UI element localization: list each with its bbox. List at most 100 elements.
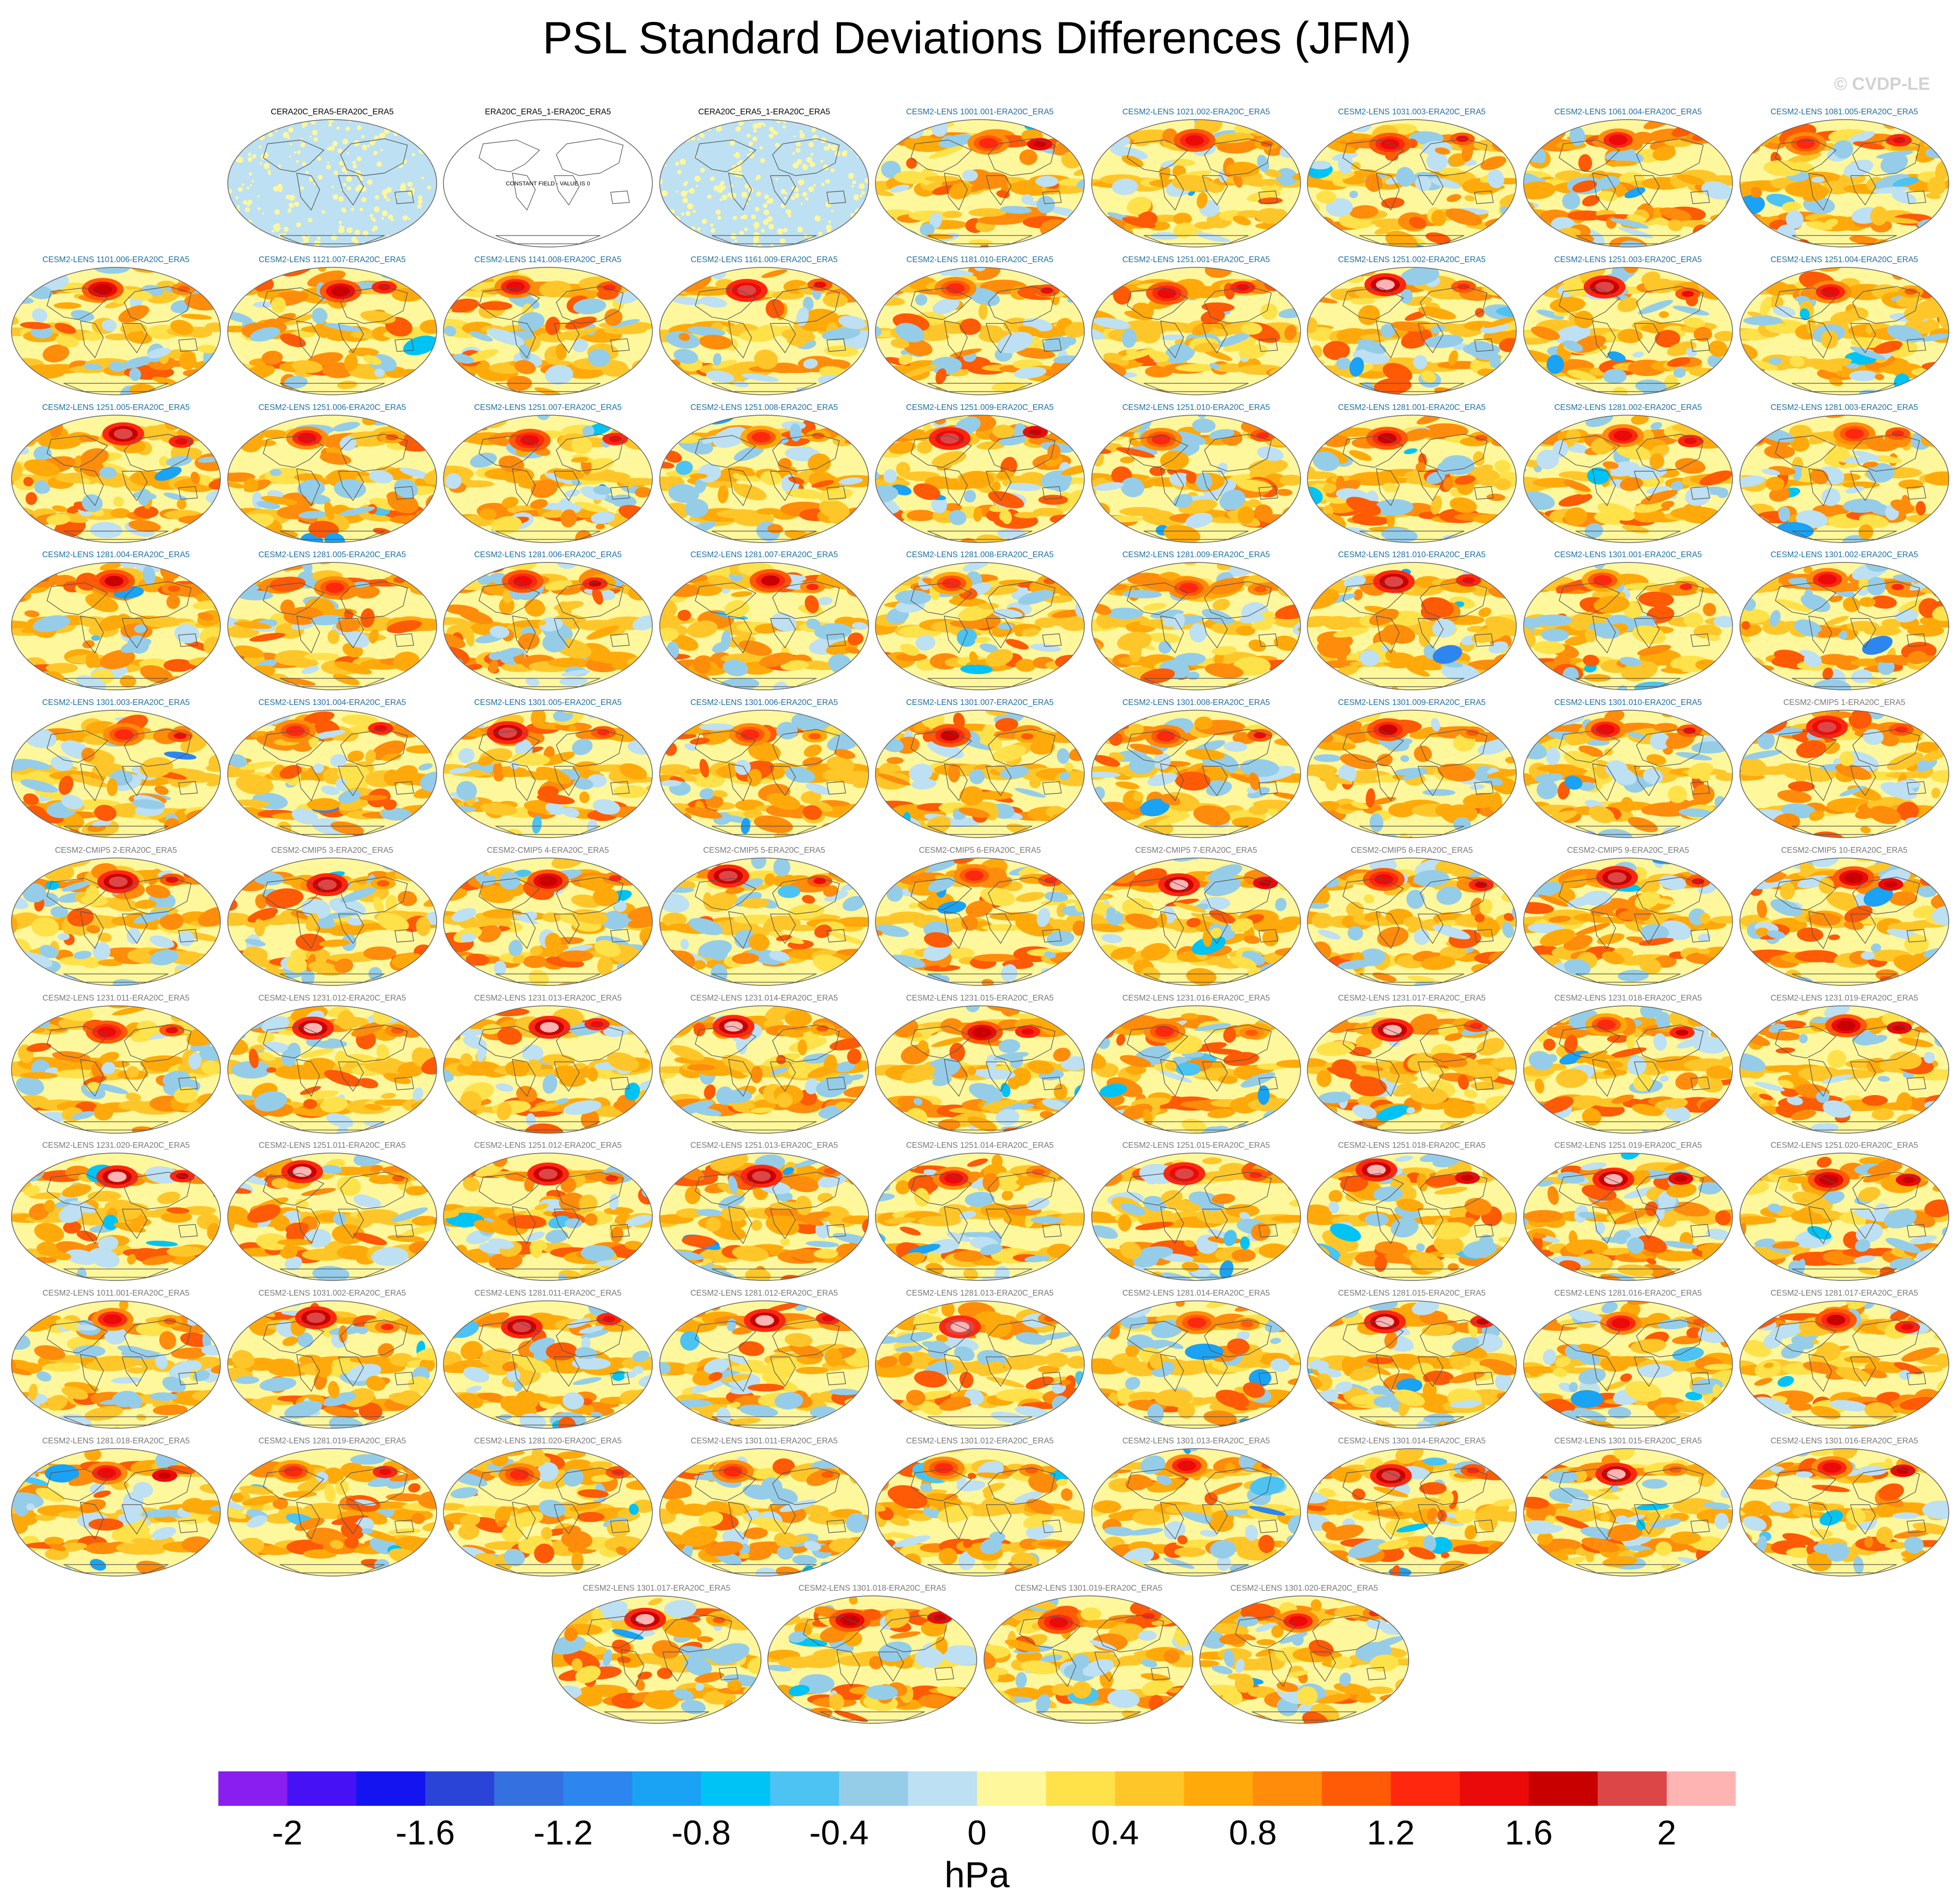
map-blob	[660, 665, 665, 684]
map-blob	[1670, 480, 1683, 491]
coastline	[1592, 468, 1616, 506]
map-blob	[891, 120, 918, 132]
coastline	[178, 781, 198, 795]
coastline	[1474, 633, 1494, 647]
map-panel: CESM2-LENS 1161.009-ERA20C_ERA5	[657, 254, 872, 401]
map-blob	[1554, 239, 1585, 247]
map-blob	[267, 170, 271, 173]
map-blob	[230, 270, 253, 282]
map-blob	[825, 124, 828, 127]
map-blob	[233, 123, 238, 128]
map-blob	[173, 415, 188, 422]
map-blob	[1763, 160, 1802, 177]
map-blob	[418, 763, 433, 771]
map-blob	[426, 120, 432, 123]
map-blob	[764, 194, 769, 199]
map-border	[227, 267, 437, 395]
map-plot	[227, 415, 437, 543]
map-blob	[694, 175, 701, 182]
map-blob	[751, 214, 756, 220]
map-blob	[1064, 336, 1077, 346]
map-blob	[386, 187, 392, 193]
map-blob	[710, 223, 713, 227]
map-blob	[1672, 423, 1703, 432]
map-blob	[670, 415, 681, 430]
map-blob	[756, 324, 782, 338]
map-blob	[1924, 471, 1949, 486]
map-blob	[673, 143, 680, 149]
map-blob	[346, 152, 349, 155]
map-blob	[1214, 133, 1254, 143]
map-border	[1307, 415, 1517, 543]
map-blob	[323, 323, 362, 332]
map-blob	[80, 448, 109, 466]
map-blob	[960, 318, 981, 335]
map-blob	[969, 651, 978, 665]
map-blob	[1562, 192, 1581, 210]
map-blob	[638, 709, 653, 710]
map-blob	[1034, 684, 1067, 690]
map-blob	[173, 733, 186, 739]
map-blob	[688, 187, 695, 194]
map-blob	[488, 660, 498, 673]
map-blob	[94, 805, 116, 821]
map-blob	[1866, 577, 1886, 596]
map-blob	[422, 137, 429, 144]
map-blob	[1094, 277, 1110, 294]
map-blob	[287, 244, 292, 247]
map-blob	[1904, 288, 1917, 295]
map-blob	[1490, 670, 1516, 676]
map-blob	[611, 689, 627, 690]
map-plot	[659, 562, 869, 690]
map-blob	[347, 186, 352, 191]
map-panel: CESM2-LENS 1181.010-ERA20C_ERA5	[872, 254, 1087, 401]
map-blob	[336, 618, 360, 632]
map-blob	[1275, 604, 1301, 619]
map-border	[1307, 562, 1517, 690]
map-blob	[413, 125, 418, 130]
map-blob	[239, 120, 243, 125]
map-blob	[1418, 306, 1456, 320]
map-blob	[1030, 562, 1055, 565]
map-blob	[245, 245, 249, 247]
map-blob	[1446, 194, 1461, 202]
map-blob	[229, 155, 232, 158]
panel-label: CESM2-LENS 1281.003-ERA20C_ERA5	[1770, 403, 1918, 412]
map-blob	[582, 425, 595, 437]
map-blob	[170, 320, 193, 335]
map-blob	[759, 652, 794, 667]
map-blob	[1437, 462, 1453, 475]
map-blob	[1593, 575, 1612, 586]
map-blob	[950, 348, 982, 357]
map-blob	[1494, 460, 1511, 473]
map-blob	[1829, 595, 1843, 603]
map-blob	[393, 245, 396, 247]
map-blob	[818, 499, 850, 519]
map-blob	[20, 322, 51, 330]
map-blob	[1747, 415, 1759, 424]
map-blob	[1524, 281, 1537, 298]
map-blob	[1748, 360, 1778, 371]
map-blob	[1553, 325, 1591, 344]
map-blob	[128, 520, 161, 532]
map-blob	[443, 510, 453, 521]
map-blob	[950, 620, 988, 629]
map-blob	[845, 647, 860, 654]
map-blob	[707, 575, 736, 589]
map-blob	[418, 237, 423, 241]
map-blob	[1469, 466, 1500, 481]
map-blob	[254, 127, 261, 134]
map-blob	[1049, 431, 1074, 439]
map-border	[1739, 562, 1949, 690]
coastline	[1775, 582, 1836, 615]
map-blob	[419, 320, 437, 334]
map-blob	[1497, 231, 1510, 238]
map-blob	[1524, 139, 1539, 148]
map-blob	[1778, 507, 1791, 522]
map-blob	[806, 618, 821, 630]
map-blob	[443, 686, 460, 690]
map-blob	[1259, 531, 1293, 543]
coastline	[556, 286, 624, 324]
map-blob	[556, 562, 578, 569]
coastline	[988, 138, 1056, 177]
